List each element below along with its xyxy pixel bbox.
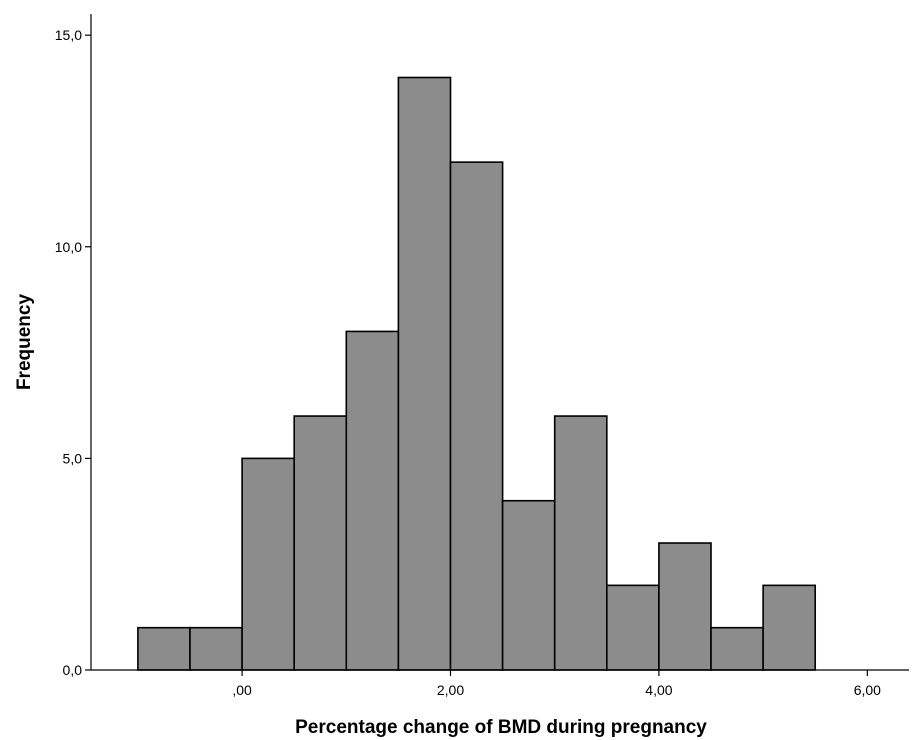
histogram-bar (345, 330, 400, 671)
x-tick-label: ,00 (232, 682, 252, 698)
histogram-bar (658, 542, 712, 671)
histogram-bar (293, 415, 348, 671)
histogram-bar (449, 161, 504, 671)
y-tick-label: 15,0 (55, 27, 82, 43)
histogram-bar (241, 457, 295, 671)
histogram-bar (501, 499, 556, 671)
y-tick-label: 0,0 (63, 662, 83, 678)
histogram-bar (762, 584, 817, 671)
histogram-bar (137, 626, 191, 671)
histogram-bar (606, 584, 660, 671)
x-tick-label: 4,00 (645, 682, 672, 698)
y-ticks-group: 0,0 5,0 10,0 15,0 (55, 27, 91, 678)
y-tick-label: 5,0 (63, 450, 83, 466)
x-tick-label: 6,00 (854, 682, 881, 698)
x-tick-label: 2,00 (437, 682, 464, 698)
histogram-bar (553, 415, 608, 671)
bars-group (137, 76, 817, 671)
y-tick-label: 10,0 (55, 239, 82, 255)
histogram-bar (397, 76, 452, 671)
x-axis-title: Percentage change of BMD during pregnanc… (295, 717, 707, 738)
y-axis-title: Frequency (14, 294, 35, 391)
histogram-bar (189, 626, 243, 671)
histogram-bar (710, 626, 764, 671)
x-ticks-group: ,00 2,00 4,00 6,00 (232, 670, 881, 698)
axes-group (90, 14, 909, 671)
